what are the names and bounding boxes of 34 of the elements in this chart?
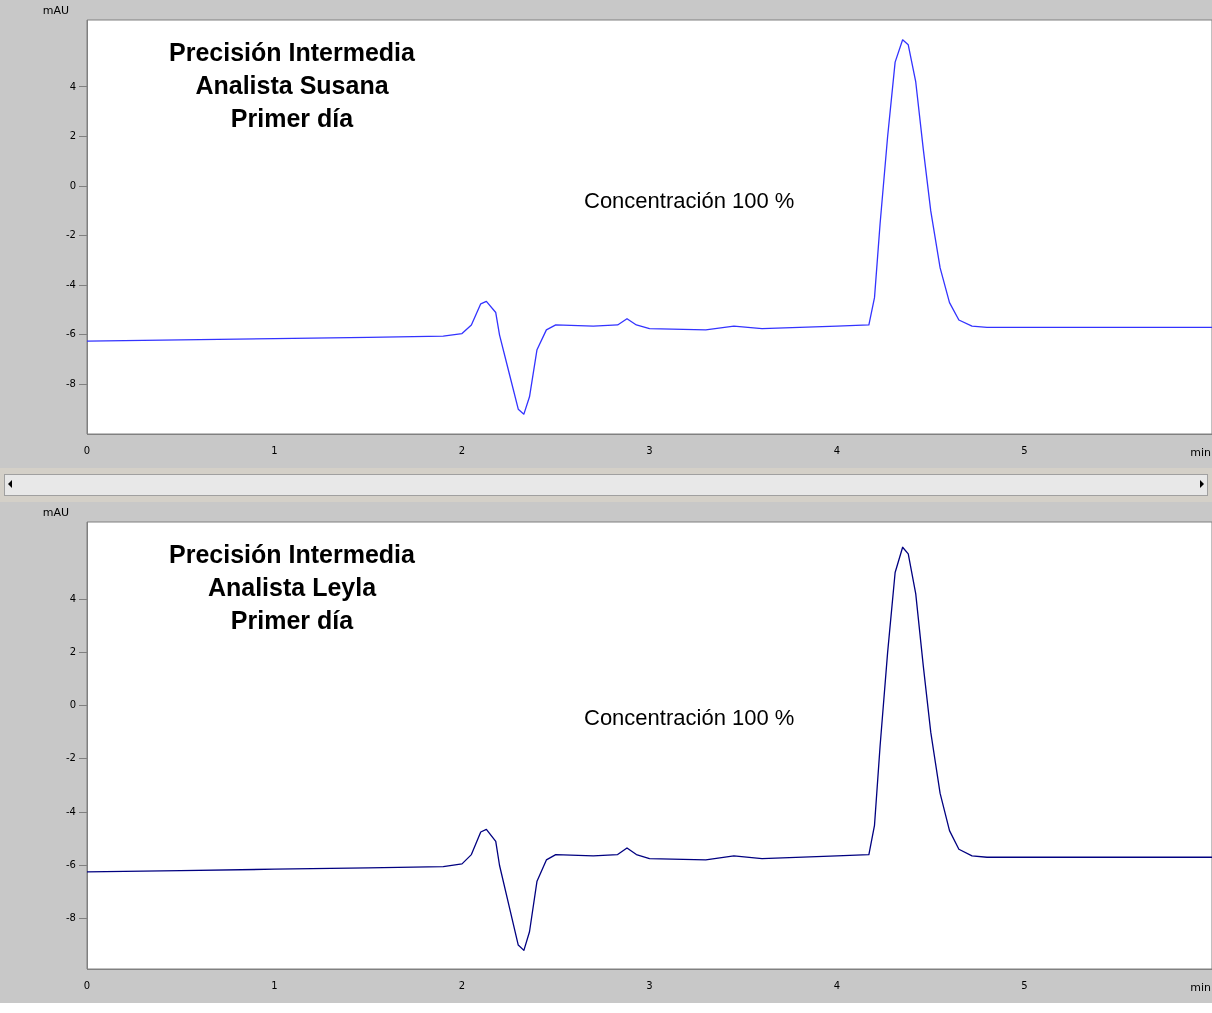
text: Precisión Intermedia Analista Susana Primer día [169, 38, 417, 133]
x-tick-label: 0 [83, 979, 91, 991]
x-tick-label: 2 [458, 979, 466, 991]
y-tick-label: -6 [66, 328, 76, 340]
y-tick-label: -6 [66, 858, 76, 870]
y-axis-title: mAU [42, 506, 69, 520]
x-tick-label: 4 [833, 979, 841, 991]
x-axis-title: min [1190, 446, 1212, 460]
x-tick-label: 5 [1021, 979, 1028, 991]
x-tick-label: 1 [271, 444, 278, 456]
x-tick-label: 3 [646, 444, 653, 456]
y-tick-label: -4 [66, 278, 76, 290]
annotation: Concentración 100 % [584, 704, 795, 730]
y-tick-label: 4 [69, 592, 76, 604]
y-tick-label: -4 [66, 805, 76, 817]
y-tick-label: 0 [69, 179, 76, 191]
y-tick-label: -2 [66, 752, 76, 764]
x-tick-label: 0 [83, 444, 91, 456]
y-tick-label: -2 [66, 229, 76, 241]
x-axis-title: min [1190, 981, 1212, 995]
y-tick-label: -8 [66, 378, 76, 390]
text: Precisión Intermedia Analista Leyla Primer día [169, 540, 417, 635]
x-tick-label: 3 [646, 979, 653, 991]
y-tick-label: 0 [69, 699, 76, 711]
y-tick-label: 2 [69, 645, 76, 657]
y-axis-title: mAU [42, 4, 69, 18]
y-tick-label: 2 [69, 130, 76, 142]
x-tick-label: 5 [1021, 444, 1028, 456]
y-tick-label: -8 [66, 912, 76, 924]
x-tick-label: 1 [271, 979, 278, 991]
y-tick-label: 4 [69, 80, 76, 92]
x-tick-label: 4 [833, 444, 841, 456]
annotation: Concentración 100 % [584, 188, 795, 214]
x-tick-label: 2 [458, 444, 466, 456]
